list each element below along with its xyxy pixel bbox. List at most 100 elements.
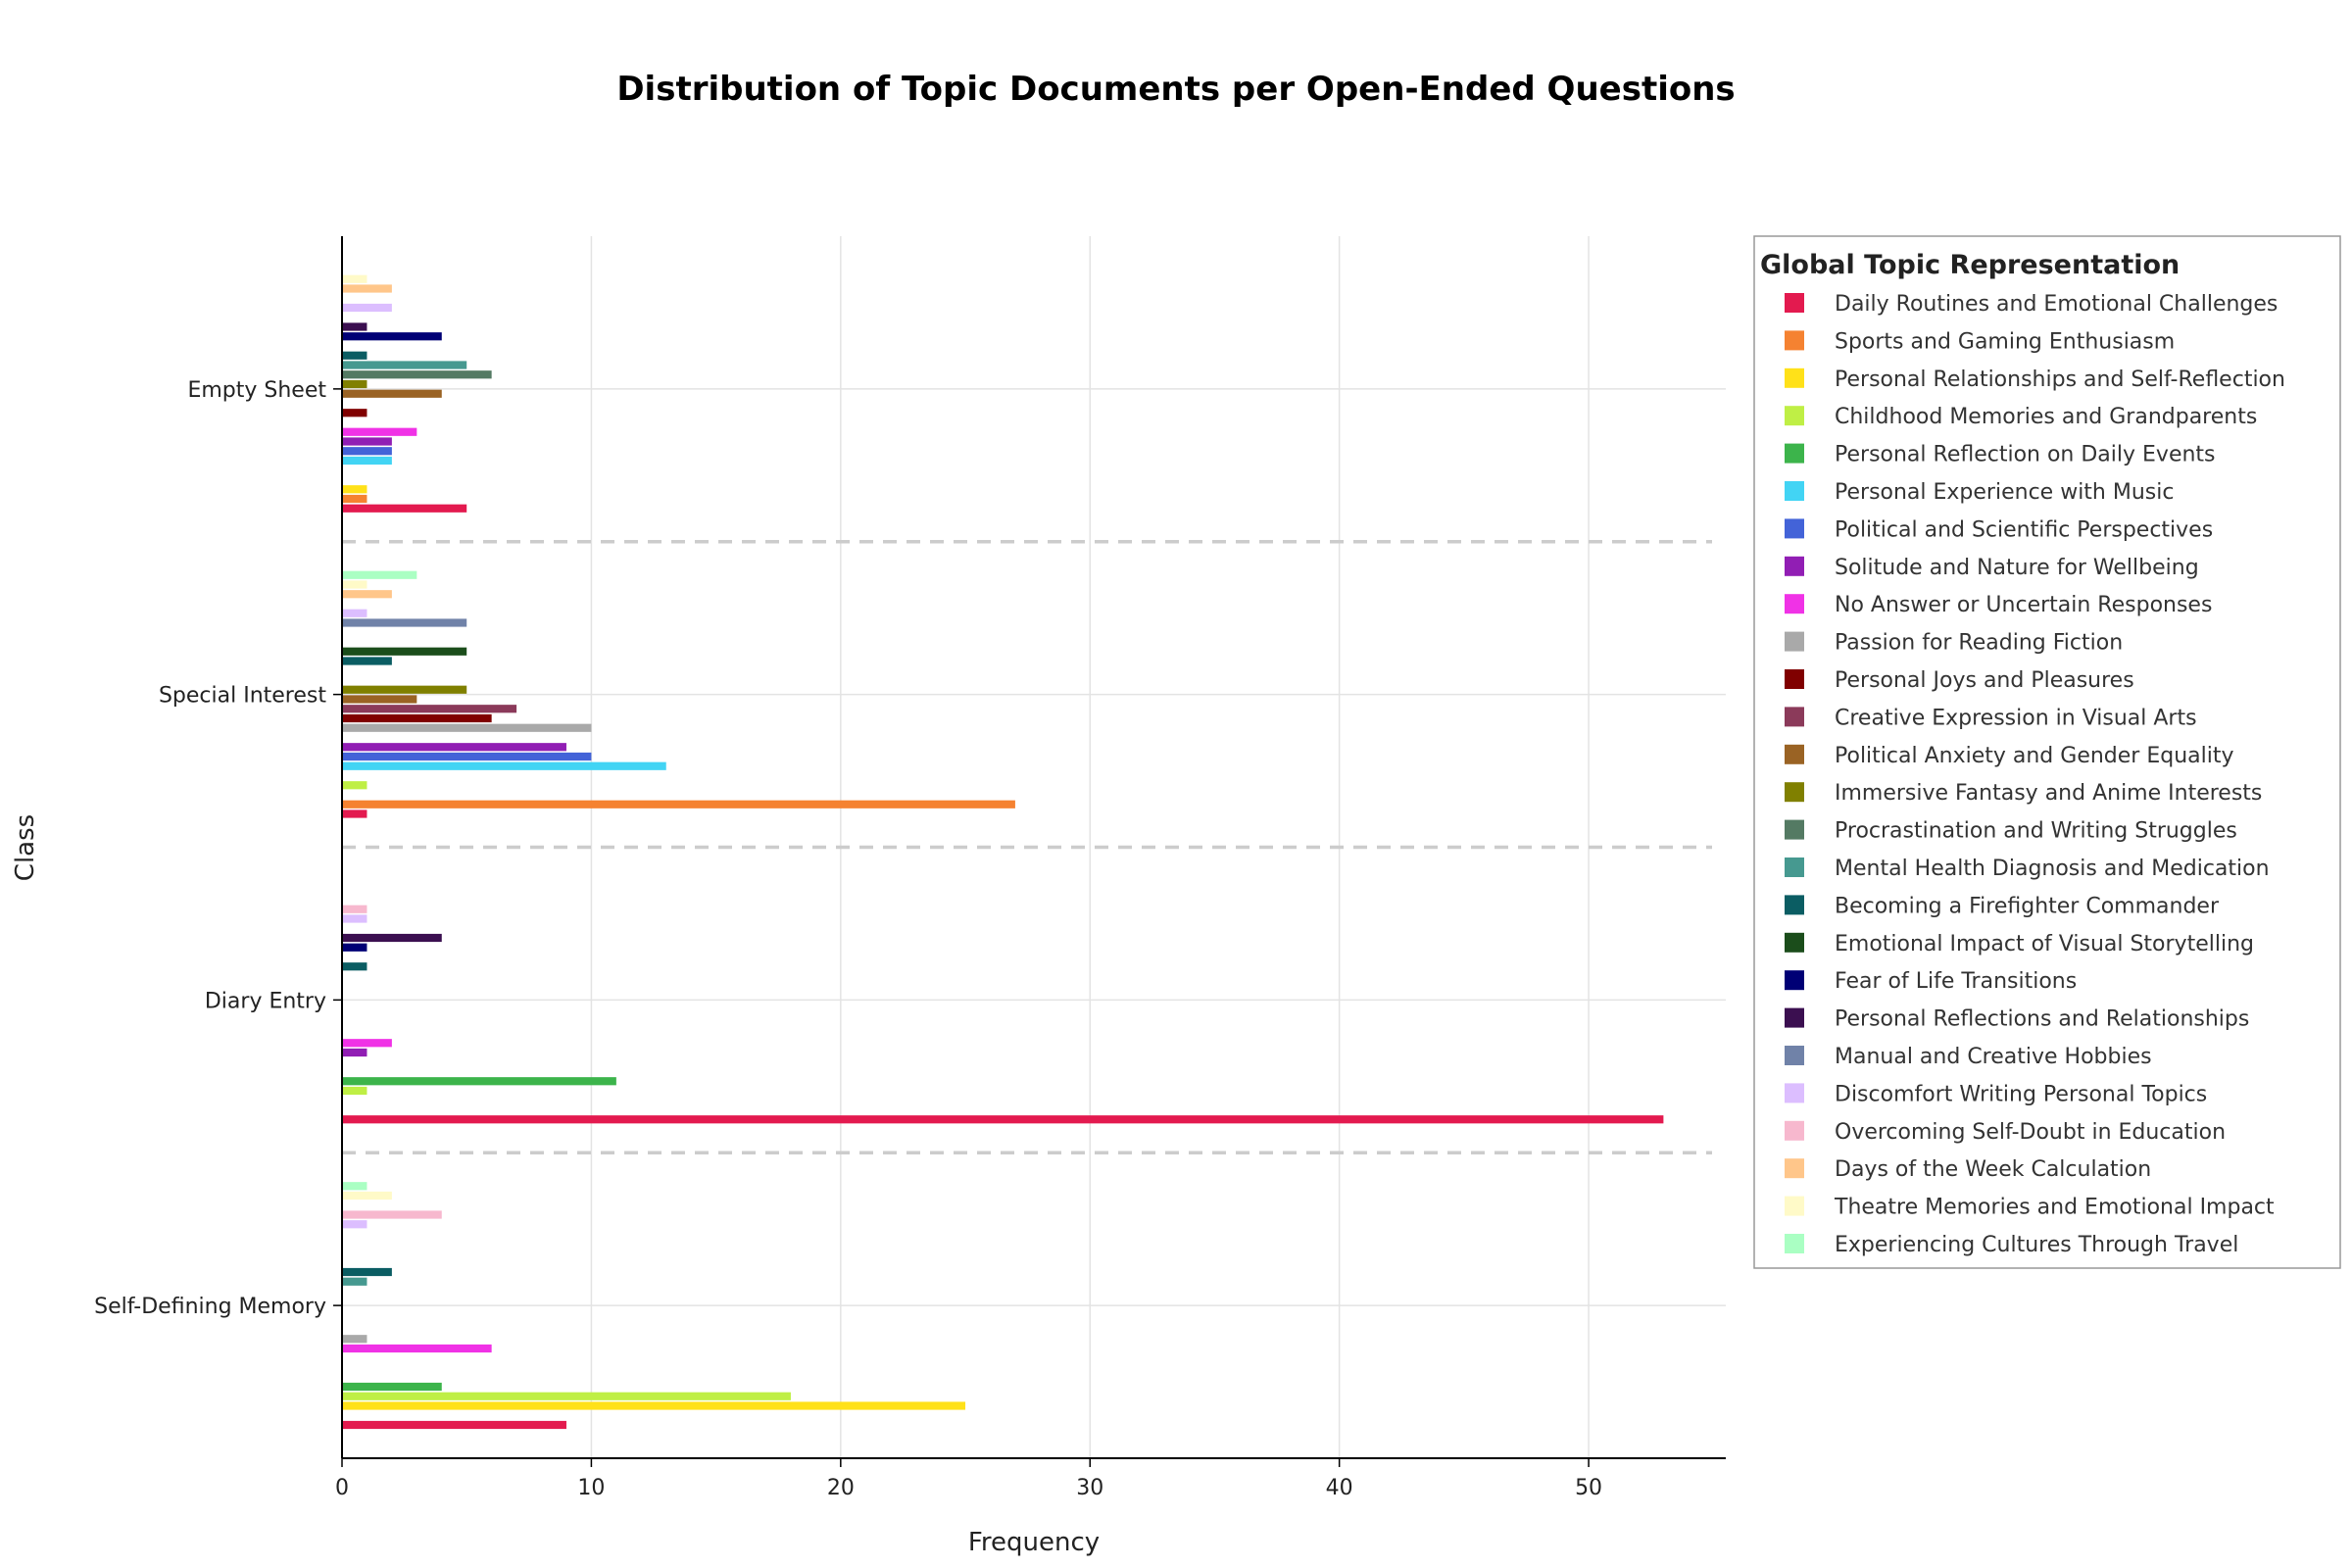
- legend-swatch: [1785, 1083, 1804, 1103]
- y-axis-label: Class: [11, 814, 40, 881]
- legend-swatch: [1785, 443, 1804, 464]
- bar: [342, 351, 368, 360]
- legend-title: Global Topic Representation: [1760, 250, 2180, 280]
- bar: [342, 743, 566, 752]
- bar: [342, 1392, 791, 1400]
- y-tick-label: Empty Sheet: [187, 378, 326, 403]
- legend-swatch: [1785, 481, 1804, 501]
- legend-label: Fear of Life Transitions: [1835, 969, 2077, 994]
- legend-swatch: [1785, 819, 1804, 840]
- legend-swatch: [1785, 858, 1804, 877]
- legend-label: Personal Joys and Pleasures: [1835, 668, 2134, 693]
- bar: [342, 494, 368, 504]
- bar: [342, 379, 368, 389]
- bar: [342, 1182, 368, 1191]
- legend-label: Solitude and Nature for Wellbeing: [1835, 556, 2199, 580]
- bar: [342, 456, 392, 466]
- legend-label: No Answer or Uncertain Responses: [1835, 593, 2212, 617]
- bar: [342, 590, 392, 599]
- legend-label: Personal Reflection on Daily Events: [1835, 443, 2216, 467]
- bar: [342, 580, 368, 589]
- x-tick-label: 20: [827, 1476, 855, 1500]
- legend-swatch: [1785, 1196, 1804, 1216]
- legend: Global Topic Representation Daily Routin…: [1753, 235, 2341, 1269]
- legend-label: Becoming a Firefighter Commander: [1835, 894, 2220, 918]
- legend-label: Daily Routines and Emotional Challenges: [1835, 292, 2278, 317]
- bar: [342, 570, 417, 579]
- x-tick-label: 40: [1326, 1476, 1353, 1500]
- bar: [342, 781, 368, 790]
- legend-label: Passion for Reading Fiction: [1835, 631, 2123, 656]
- legend-swatch: [1785, 707, 1804, 727]
- bar: [342, 504, 467, 513]
- bar: [342, 713, 492, 723]
- legend-swatch: [1785, 518, 1804, 539]
- legend-swatch: [1785, 368, 1804, 388]
- bar: [342, 1077, 616, 1086]
- bar: [342, 1191, 392, 1200]
- legend-swatch: [1785, 970, 1804, 991]
- bar: [342, 647, 467, 656]
- bar: [342, 1267, 392, 1277]
- bar: [342, 332, 442, 341]
- y-tick-label: Special Interest: [159, 684, 326, 709]
- bar: [342, 389, 442, 398]
- bar: [342, 447, 392, 456]
- bar: [342, 409, 368, 417]
- legend-label: Mental Health Diagnosis and Medication: [1835, 857, 2270, 881]
- bar: [342, 761, 666, 770]
- bar: [342, 485, 368, 494]
- bar: [342, 962, 368, 971]
- bars: [342, 274, 1664, 1430]
- bar: [342, 1220, 368, 1229]
- legend-label: Emotional Impact of Visual Storytelling: [1835, 932, 2254, 956]
- legend-label: Experiencing Cultures Through Travel: [1835, 1233, 2238, 1257]
- bar: [342, 933, 442, 943]
- bar: [342, 437, 392, 446]
- bar: [342, 943, 368, 952]
- bar: [342, 370, 492, 379]
- legend-label: Political Anxiety and Gender Equality: [1835, 744, 2234, 768]
- legend-label: Overcoming Self-Doubt in Education: [1835, 1120, 2226, 1145]
- bar: [342, 800, 1015, 808]
- chart-title: Distribution of Topic Documents per Open…: [616, 70, 1735, 109]
- x-tick-label: 50: [1575, 1476, 1602, 1500]
- legend-label: Manual and Creative Hobbies: [1835, 1045, 2152, 1069]
- bar: [342, 1210, 442, 1219]
- legend-label: Personal Relationships and Self-Reflecti…: [1835, 368, 2285, 392]
- legend-swatch: [1785, 932, 1804, 953]
- legend-swatch: [1785, 895, 1804, 915]
- bar: [342, 1039, 392, 1048]
- legend-label: Procrastination and Writing Struggles: [1835, 819, 2237, 844]
- bar: [342, 657, 392, 665]
- legend-swatch: [1785, 594, 1804, 614]
- legend-label: Childhood Memories and Grandparents: [1835, 405, 2257, 429]
- legend-frame: [1753, 235, 2341, 1269]
- legend-swatch: [1785, 1046, 1804, 1065]
- y-tick-label: Self-Defining Memory: [94, 1295, 326, 1319]
- legend-swatch: [1785, 744, 1804, 764]
- bar: [342, 1401, 966, 1410]
- legend-swatch: [1785, 782, 1804, 803]
- legend-swatch: [1785, 1120, 1804, 1141]
- bar: [342, 1335, 368, 1344]
- bar: [342, 685, 467, 694]
- legend-swatch: [1785, 330, 1804, 351]
- x-tick-label: 0: [335, 1476, 349, 1500]
- bar: [342, 322, 368, 331]
- bar: [342, 1048, 368, 1057]
- legend-swatch: [1785, 556, 1804, 576]
- legend-label: Political and Scientific Perspectives: [1835, 517, 2213, 542]
- bar: [342, 752, 592, 761]
- y-tick-label: Diary Entry: [205, 989, 326, 1013]
- bar: [342, 361, 467, 369]
- legend-label: Personal Experience with Music: [1835, 480, 2174, 505]
- legend-label: Discomfort Writing Personal Topics: [1835, 1082, 2207, 1106]
- bar: [342, 427, 417, 436]
- legend-label: Immersive Fantasy and Anime Interests: [1835, 781, 2262, 806]
- legend-label: Theatre Memories and Emotional Impact: [1834, 1196, 2275, 1220]
- bar: [342, 618, 467, 627]
- bar: [342, 284, 392, 293]
